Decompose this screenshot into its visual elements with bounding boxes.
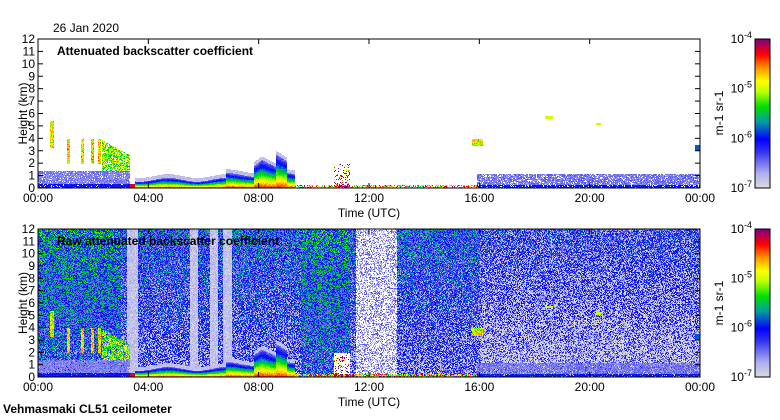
colorbar-tick-label: 10-6 [731, 319, 752, 335]
colorbar-frame [754, 228, 771, 378]
y-tick-label: 7 [28, 94, 35, 108]
plot-frame [37, 38, 701, 189]
x-tick-label: 12:00 [354, 380, 384, 394]
y-tick-label: 8 [28, 271, 35, 285]
y-tick-label: 5 [28, 308, 35, 322]
y-tick-label: 1 [28, 358, 35, 372]
y-tick-label: 9 [28, 69, 35, 83]
date-label: 26 Jan 2020 [53, 21, 120, 35]
y-tick-label: 6 [28, 107, 35, 121]
colorbar-tick-label: 10-6 [731, 129, 752, 145]
x-tick-label: 20:00 [575, 380, 605, 394]
backscatter-heatmap [38, 39, 700, 188]
y-tick-label: 2 [28, 345, 35, 359]
y-tick-label: 0 [28, 181, 35, 195]
y-tick-label: 6 [28, 296, 35, 310]
y-axis-label: Height (km) [16, 82, 30, 144]
colorbar-tick-label: 10-5 [731, 269, 752, 285]
colorbar-tick-label: 10-4 [731, 220, 752, 236]
y-tick-label: 4 [28, 131, 35, 145]
colorbar-tick-label: 10-7 [731, 179, 752, 195]
x-tick-label: 04:00 [133, 380, 163, 394]
y-tick-label: 4 [28, 321, 35, 335]
x-tick-label: 00:00 [23, 191, 53, 205]
y-tick-label: 3 [28, 333, 35, 347]
x-tick-label: 12:00 [354, 191, 384, 205]
panel-title: Attenuated backscatter coefficient [57, 44, 253, 58]
x-tick-label: 00:00 [685, 380, 715, 394]
colorbar-bottom [755, 229, 770, 377]
x-tick-label: 16:00 [464, 380, 494, 394]
y-tick-label: 5 [28, 119, 35, 133]
x-tick-label: 08:00 [244, 380, 274, 394]
x-tick-label: 16:00 [464, 191, 494, 205]
y-tick-label: 3 [28, 144, 35, 158]
y-tick-label: 8 [28, 82, 35, 96]
y-tick-label: 11 [23, 44, 36, 58]
raw-backscatter-heatmap [38, 229, 700, 377]
colorbar-tick-label: 10-7 [731, 368, 752, 384]
colorbar-tick-label: 10-4 [731, 30, 752, 46]
y-tick-label: 10 [22, 247, 36, 261]
plot-frame [37, 228, 701, 378]
x-tick-label: 00:00 [685, 191, 715, 205]
y-tick-label: 0 [28, 370, 35, 384]
y-tick-label: 10 [22, 57, 36, 71]
y-tick-label: 12 [22, 222, 36, 236]
colorbar-frame [754, 38, 771, 189]
x-tick-label: 04:00 [133, 191, 163, 205]
x-tick-label: 08:00 [244, 191, 274, 205]
x-tick-label: 20:00 [575, 191, 605, 205]
colorbar-top [755, 39, 770, 188]
x-axis-label: Time (UTC) [338, 206, 400, 220]
y-tick-label: 12 [22, 32, 36, 46]
y-tick-label: 7 [28, 284, 35, 298]
colorbar-unit-label-bottom: m-1 sr-1 [712, 280, 726, 325]
colorbar-unit-label-top: m-1 sr-1 [712, 90, 726, 135]
instrument-label: Vehmasmaki CL51 ceilometer [3, 402, 172, 416]
x-axis-label: Time (UTC) [338, 395, 400, 409]
y-tick-label: 1 [28, 169, 35, 183]
colorbar-tick-label: 10-5 [731, 80, 752, 96]
y-tick-label: 9 [28, 259, 35, 273]
y-axis-label: Height (km) [16, 272, 30, 334]
y-tick-label: 2 [28, 156, 35, 170]
y-tick-label: 11 [23, 234, 36, 248]
panel-title: Raw attenuated backscatter coefficient [57, 234, 279, 248]
x-tick-label: 00:00 [23, 380, 53, 394]
